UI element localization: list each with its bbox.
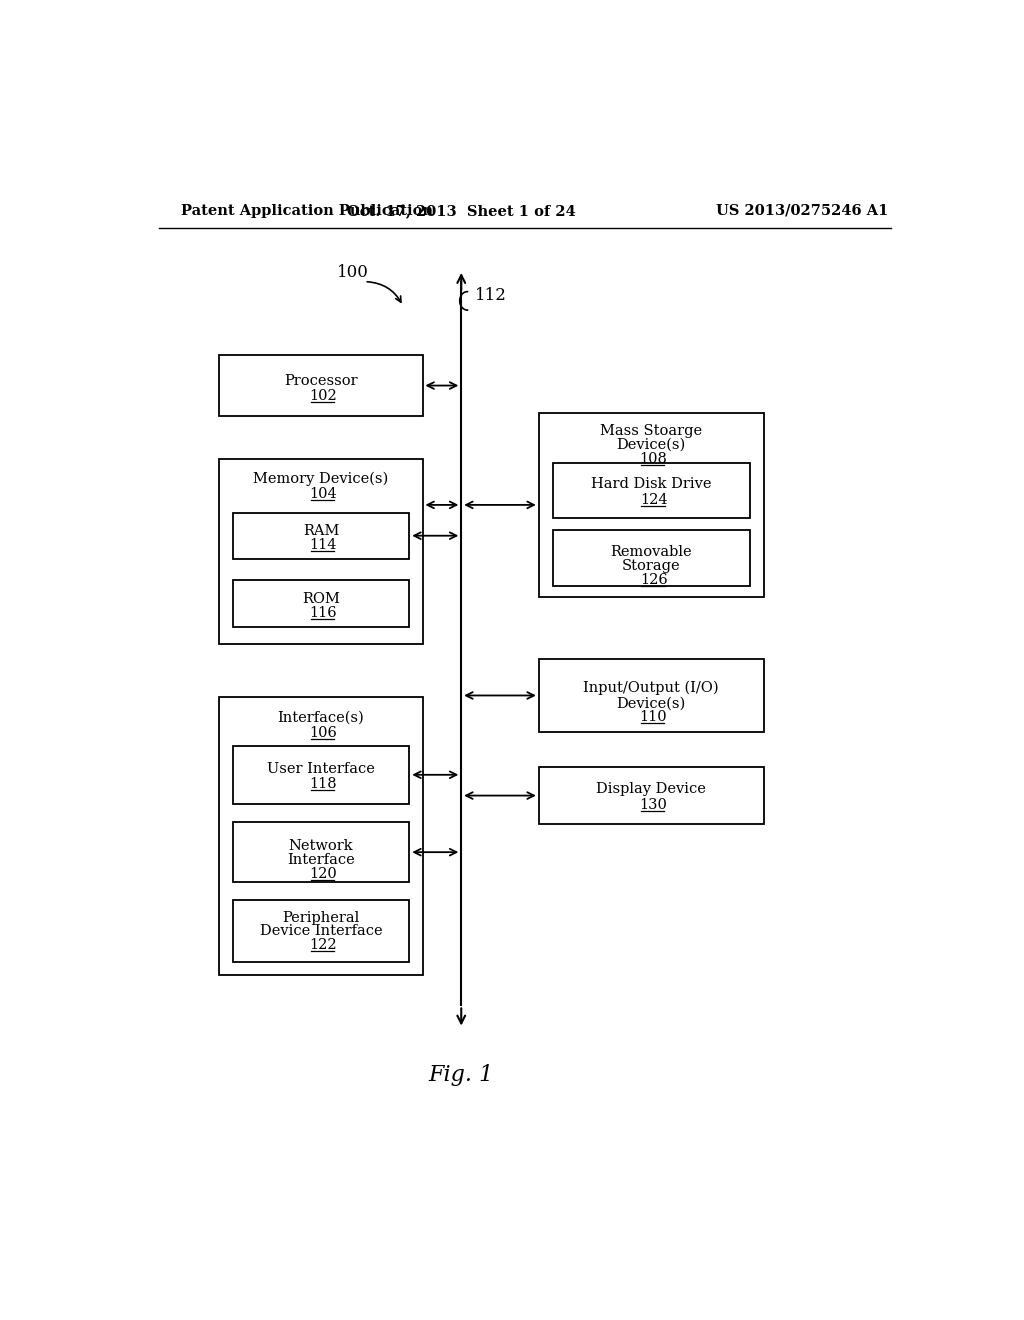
Text: 110: 110	[640, 710, 668, 725]
Text: 104: 104	[309, 487, 337, 502]
Text: Interface(s): Interface(s)	[278, 710, 365, 725]
Text: 118: 118	[309, 777, 337, 791]
Bar	[219, 355, 423, 416]
Text: Removable: Removable	[610, 545, 692, 558]
Text: Mass Stoarge: Mass Stoarge	[600, 424, 702, 438]
Text: Input/Output (I/O): Input/Output (I/O)	[584, 681, 719, 694]
Text: RAM: RAM	[303, 524, 339, 539]
Text: Network: Network	[289, 840, 353, 853]
Text: Display Device: Display Device	[596, 783, 707, 796]
Bar	[232, 746, 410, 804]
Text: 102: 102	[309, 389, 337, 404]
Text: 114: 114	[309, 539, 337, 552]
Bar	[553, 531, 751, 586]
Text: Patent Application Publication: Patent Application Publication	[180, 203, 433, 218]
Bar	[553, 462, 751, 517]
Text: 122: 122	[309, 937, 337, 952]
Text: 106: 106	[309, 726, 337, 739]
Text: Fig. 1: Fig. 1	[429, 1064, 494, 1085]
Text: 120: 120	[309, 867, 337, 880]
Text: 130: 130	[640, 797, 668, 812]
Bar	[219, 459, 423, 644]
Text: Memory Device(s): Memory Device(s)	[253, 471, 388, 486]
Bar	[539, 659, 764, 733]
Text: US 2013/0275246 A1: US 2013/0275246 A1	[716, 203, 889, 218]
Text: Interface: Interface	[287, 853, 355, 867]
Text: Storage: Storage	[623, 558, 681, 573]
Text: Device(s): Device(s)	[616, 696, 686, 710]
Text: Peripheral: Peripheral	[283, 911, 359, 925]
Bar	[232, 512, 410, 558]
Text: Oct. 17, 2013  Sheet 1 of 24: Oct. 17, 2013 Sheet 1 of 24	[347, 203, 575, 218]
Text: 126: 126	[640, 573, 668, 586]
Bar	[219, 697, 423, 974]
Bar	[232, 581, 410, 627]
Text: ROM: ROM	[302, 591, 340, 606]
Text: Device(s): Device(s)	[616, 438, 686, 451]
Text: 116: 116	[309, 606, 337, 619]
Text: 108: 108	[640, 451, 668, 466]
Bar	[232, 822, 410, 882]
Bar	[539, 412, 764, 597]
Bar	[232, 900, 410, 961]
Text: Processor: Processor	[285, 374, 357, 388]
Text: 112: 112	[475, 286, 507, 304]
Text: Hard Disk Drive: Hard Disk Drive	[591, 477, 712, 491]
Text: Device Interface: Device Interface	[260, 924, 382, 937]
Text: 124: 124	[640, 492, 668, 507]
Bar	[539, 767, 764, 825]
Text: User Interface: User Interface	[267, 762, 375, 776]
Text: 100: 100	[337, 264, 369, 281]
